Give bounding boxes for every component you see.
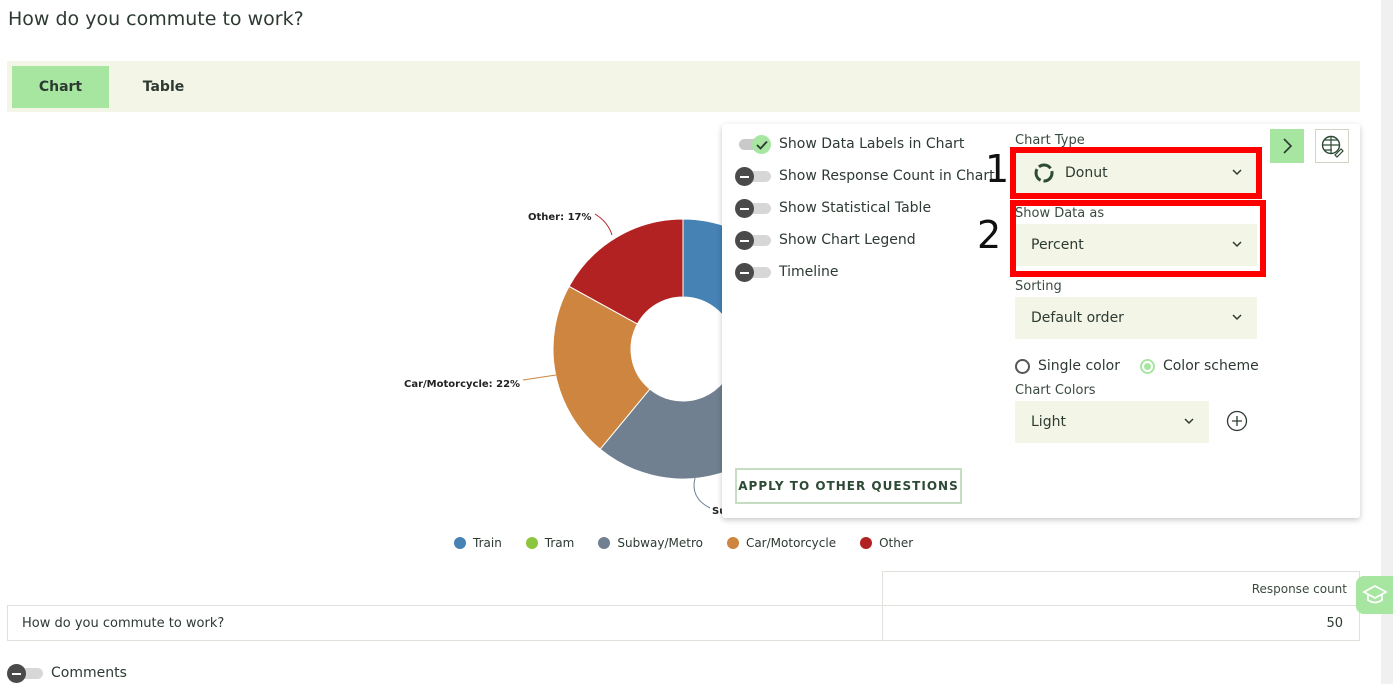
highlight-box-2: [1010, 200, 1266, 277]
table-cell-count: 50: [1326, 615, 1343, 631]
tab-table[interactable]: Table: [142, 79, 185, 95]
annotation-number-2: 2: [977, 213, 1002, 257]
legend-label: Other: [879, 536, 914, 550]
help-button[interactable]: [1356, 576, 1393, 614]
legend-label: Car/Motorcycle: [745, 536, 837, 550]
leader-line-other: [594, 213, 613, 236]
color-scheme-radio[interactable]: [1139, 358, 1155, 374]
page-scrollbar[interactable]: [1381, 0, 1393, 684]
radio-label: Single color: [1038, 358, 1120, 374]
comments-toggle[interactable]: [7, 664, 43, 683]
chevron-down-icon: [1184, 418, 1194, 425]
chart-settings-panel: Show Data Labels in Chart Show Response …: [722, 124, 1360, 518]
data-label-car: Car/Motorcycle: 22%: [404, 379, 520, 390]
legend-dot: [598, 537, 611, 549]
toggle-label: Show Chart Legend: [779, 232, 916, 248]
toggle-label: Timeline: [779, 264, 839, 280]
show-data-as-select[interactable]: Percent: [1015, 224, 1257, 266]
legend-item-subway[interactable]: Subway/Metro: [598, 536, 703, 550]
legend-label: Tram: [544, 536, 575, 550]
chart-type-label: Chart Type: [1015, 133, 1085, 148]
legend-dot: [525, 537, 538, 549]
annotation-number-1: 1: [985, 147, 1010, 191]
toggle-row-data-labels: Show Data Labels in Chart: [735, 135, 965, 154]
legend-dot: [454, 537, 466, 549]
legend-label: Subway/Metro: [617, 536, 703, 550]
leader-line-car: [522, 374, 557, 381]
chart-type-select[interactable]: Donut: [1015, 152, 1257, 194]
legend-item-car[interactable]: Car/Motorcycle: [726, 536, 837, 550]
table-cell-question: How do you commute to work?: [8, 606, 883, 640]
add-color-icon[interactable]: [1226, 410, 1248, 432]
data-labels-toggle[interactable]: [735, 135, 771, 154]
chevron-down-icon: [1232, 169, 1242, 176]
legend-dot: [726, 537, 739, 549]
chart-colors-select[interactable]: Light: [1015, 401, 1209, 443]
chevron-down-icon: [1232, 314, 1242, 321]
comments-toggle-row: Comments: [7, 664, 127, 683]
legend-dot: [860, 537, 873, 549]
check-icon: [755, 140, 768, 150]
graduation-cap-icon: [1361, 584, 1388, 604]
single-color-radio[interactable]: [1015, 358, 1030, 374]
table-header-response-count: Response count: [882, 571, 1360, 606]
view-tabs: Chart Table: [7, 61, 1360, 112]
apply-to-other-questions-button[interactable]: APPLY TO OTHER QUESTIONS: [735, 468, 962, 504]
response-count-toggle[interactable]: [735, 167, 771, 186]
chart-legend: Train Tram Subway/Metro Car/Motorcycle O…: [454, 536, 913, 550]
toggle-row-chart-legend: Show Chart Legend: [735, 231, 916, 250]
table-row: How do you commute to work? 50: [7, 605, 1360, 641]
leader-line-subway: [693, 477, 711, 509]
statistical-table-toggle[interactable]: [735, 199, 771, 218]
legend-label: Train: [473, 536, 502, 550]
sorting-value: Default order: [1031, 310, 1124, 326]
chart-type-value: Donut: [1065, 165, 1108, 181]
toggle-label: Show Statistical Table: [779, 200, 932, 216]
slice-car[interactable]: [552, 285, 651, 450]
comments-label: Comments: [51, 665, 127, 681]
chart-legend-toggle[interactable]: [735, 231, 771, 250]
radio-label: Color scheme: [1162, 358, 1259, 374]
timeline-toggle[interactable]: [735, 263, 771, 282]
chevron-right-icon: [1283, 138, 1293, 154]
globe-edit-icon: [1321, 135, 1344, 158]
data-label-subway: Su: [712, 506, 726, 517]
toggle-label: Show Data Labels in Chart: [779, 136, 965, 152]
tab-chart[interactable]: Chart: [12, 66, 109, 108]
toggle-label: Show Response Count in Chart: [779, 168, 995, 184]
chevron-down-icon: [1232, 241, 1242, 248]
show-data-as-value: Percent: [1031, 237, 1084, 253]
next-button[interactable]: [1270, 129, 1304, 163]
legend-item-other[interactable]: Other: [860, 536, 913, 550]
donut-icon: [1034, 163, 1054, 183]
toggle-row-statistical-table: Show Statistical Table: [735, 199, 932, 218]
chart-colors-value: Light: [1031, 414, 1066, 430]
legend-item-tram[interactable]: Tram: [525, 536, 575, 550]
legend-item-train[interactable]: Train: [454, 536, 502, 550]
slice-other[interactable]: [568, 218, 684, 325]
chart-colors-label: Chart Colors: [1015, 383, 1096, 398]
sorting-select[interactable]: Default order: [1015, 297, 1257, 339]
data-label-other: Other: 17%: [528, 212, 592, 223]
highlight-box-1: [1010, 147, 1262, 199]
show-data-as-label: Show Data as: [1015, 206, 1105, 221]
color-mode-radios: Single color Color scheme: [1015, 358, 1259, 374]
question-title: How do you commute to work?: [8, 8, 304, 30]
toggle-row-timeline: Timeline: [735, 263, 839, 282]
sorting-label: Sorting: [1015, 279, 1062, 294]
toggle-row-response-count: Show Response Count in Chart: [735, 167, 995, 186]
table-settings-button[interactable]: [1315, 129, 1349, 163]
